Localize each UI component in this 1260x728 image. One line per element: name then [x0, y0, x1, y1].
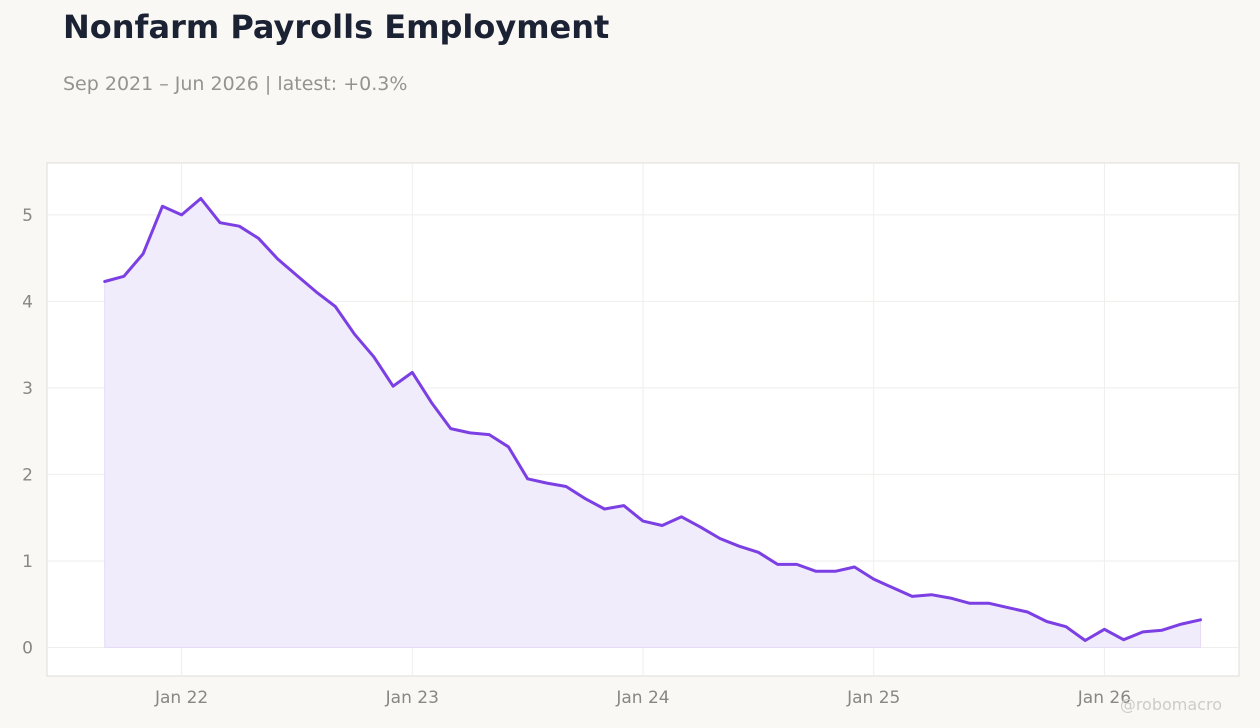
x-axis: Jan 22 Jan 23 Jan 24 Jan 25 Jan 26 [154, 688, 1131, 708]
chart-title: Nonfarm Payrolls Employment [63, 8, 610, 46]
line-layer [103, 197, 1202, 642]
x-tick-label: Jan 23 [385, 688, 439, 708]
x-tick-label: Jan 26 [1077, 688, 1131, 708]
y-tick-label: 4 [22, 292, 33, 312]
x-tick-label: Jan 25 [846, 688, 900, 708]
y-tick-label: 3 [22, 379, 33, 399]
watermark: @robomacro [1119, 695, 1222, 714]
x-tick-label: Jan 24 [615, 688, 669, 708]
y-axis: 0 1 2 3 4 5 [22, 206, 33, 659]
y-tick-label: 0 [22, 638, 33, 658]
chart-subtitle: Sep 2021 – Jun 2026 | latest: +0.3% [63, 73, 408, 95]
y-tick-label: 1 [22, 552, 33, 572]
x-tick-label: Jan 22 [154, 688, 208, 708]
series-line [103, 197, 1202, 642]
y-tick-label: 5 [22, 206, 33, 226]
y-tick-label: 2 [22, 465, 33, 485]
